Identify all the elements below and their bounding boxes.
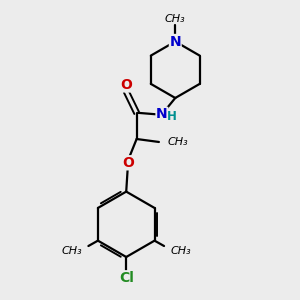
Text: H: H bbox=[167, 110, 176, 123]
Text: CH₃: CH₃ bbox=[171, 246, 191, 256]
Text: CH₃: CH₃ bbox=[167, 137, 188, 147]
Text: O: O bbox=[120, 78, 132, 92]
Text: N: N bbox=[169, 34, 181, 49]
Text: N: N bbox=[156, 107, 168, 121]
Text: O: O bbox=[122, 156, 134, 170]
Text: Cl: Cl bbox=[119, 271, 134, 285]
Text: CH₃: CH₃ bbox=[165, 14, 186, 24]
Text: CH₃: CH₃ bbox=[61, 246, 82, 256]
